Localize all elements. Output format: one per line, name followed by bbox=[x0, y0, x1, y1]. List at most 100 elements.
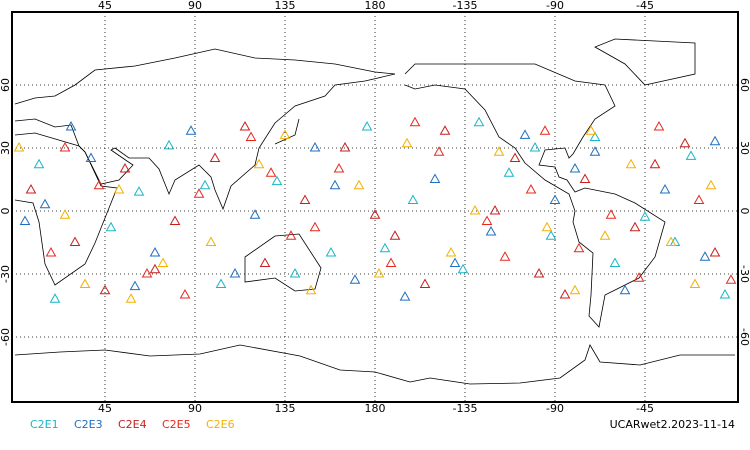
occultation-point bbox=[509, 152, 521, 162]
x-tick-label: 45 bbox=[98, 0, 112, 12]
occultation-point bbox=[133, 186, 145, 196]
occultation-point bbox=[113, 183, 125, 194]
occultation-point bbox=[25, 183, 37, 194]
occultation-point bbox=[239, 120, 251, 131]
occultation-point bbox=[525, 183, 537, 194]
occultation-point bbox=[605, 209, 617, 219]
occultation-point bbox=[589, 131, 601, 141]
occultation-point bbox=[489, 204, 501, 215]
occultation-point bbox=[503, 167, 515, 177]
occultation-point bbox=[389, 230, 401, 240]
occultation-point bbox=[573, 242, 585, 253]
occultation-point bbox=[409, 116, 421, 127]
occultation-point bbox=[99, 284, 111, 295]
occultation-point bbox=[309, 141, 321, 152]
occultation-point bbox=[209, 152, 221, 162]
y-tick-label: -30 bbox=[738, 265, 750, 283]
occultation-point bbox=[193, 188, 205, 198]
antarctica bbox=[14, 344, 735, 385]
occultation-point bbox=[649, 158, 661, 169]
x-tick-label: 180 bbox=[365, 0, 386, 12]
occultation-point bbox=[125, 293, 137, 303]
occultation-point bbox=[549, 194, 561, 204]
occultation-point bbox=[13, 141, 25, 152]
occultation-point bbox=[659, 183, 671, 194]
occultation-point bbox=[379, 242, 391, 253]
occultation-point bbox=[329, 179, 341, 190]
occultation-point bbox=[45, 246, 57, 257]
occultation-point bbox=[609, 257, 621, 267]
legend-entry: C2E1 bbox=[30, 418, 59, 431]
greenland bbox=[594, 38, 696, 86]
legend-entry: C2E6 bbox=[206, 418, 235, 431]
occultation-point bbox=[569, 162, 581, 173]
occultation-point bbox=[49, 293, 61, 303]
occultation-point bbox=[353, 179, 365, 190]
occultation-point bbox=[179, 288, 191, 299]
occultation-point bbox=[19, 215, 31, 225]
occultation-point bbox=[429, 173, 441, 183]
points bbox=[13, 116, 737, 303]
occultation-point bbox=[119, 162, 131, 173]
y-tick-label: -30 bbox=[0, 265, 12, 283]
occultation-point bbox=[245, 131, 257, 141]
y-tick-label: 30 bbox=[738, 141, 750, 155]
occultation-point bbox=[653, 120, 665, 131]
occultation-point bbox=[457, 263, 469, 274]
occultation-point bbox=[401, 137, 413, 148]
eurasia bbox=[14, 48, 396, 211]
occultation-point bbox=[407, 194, 419, 204]
occultation-point bbox=[79, 278, 91, 288]
occultation-point bbox=[85, 152, 97, 162]
occultation-point bbox=[339, 141, 351, 152]
occultation-point bbox=[633, 272, 645, 282]
x-tick-label: -135 bbox=[453, 0, 478, 12]
occultation-point bbox=[709, 246, 721, 257]
occultation-point bbox=[285, 230, 297, 240]
occultation-point bbox=[433, 146, 445, 156]
occultation-point bbox=[325, 246, 337, 257]
occultation-point bbox=[69, 236, 81, 246]
japan bbox=[274, 118, 300, 145]
y-tick-label: 60 bbox=[0, 78, 12, 92]
occultation-point bbox=[679, 137, 691, 148]
x-tick-label: 90 bbox=[188, 0, 202, 12]
occultation-point bbox=[157, 257, 169, 267]
occultation-point bbox=[305, 284, 317, 295]
occultation-point bbox=[619, 284, 631, 295]
occultation-point bbox=[449, 257, 461, 267]
occultation-point bbox=[39, 198, 51, 209]
occultation-point bbox=[519, 129, 531, 139]
occultation-point bbox=[385, 257, 397, 267]
occultation-point bbox=[569, 284, 581, 295]
occultation-point bbox=[599, 230, 611, 240]
occultation-point bbox=[725, 274, 737, 284]
occultation-point bbox=[361, 120, 373, 131]
occultation-point bbox=[163, 139, 175, 150]
occultation-point bbox=[529, 141, 541, 152]
x-tick-label: -90 bbox=[546, 402, 564, 415]
occultation-point bbox=[149, 263, 161, 274]
occultation-point bbox=[229, 267, 241, 278]
occultation-point bbox=[59, 141, 71, 152]
x-tick-label: 135 bbox=[275, 0, 296, 12]
occultation-point bbox=[373, 267, 385, 278]
occultation-point bbox=[579, 173, 591, 183]
x-tick-label: -135 bbox=[453, 402, 478, 415]
occultation-point bbox=[265, 167, 277, 177]
x-tick-label: -45 bbox=[636, 402, 654, 415]
map-frame bbox=[11, 11, 739, 403]
occultation-point bbox=[419, 278, 431, 288]
occultation-point bbox=[693, 194, 705, 204]
occultation-point bbox=[481, 215, 493, 225]
occultation-point bbox=[473, 116, 485, 127]
x-tick-label: 45 bbox=[98, 402, 112, 415]
footer: UCARwet2.2023-11-14 bbox=[610, 418, 735, 431]
occultation-point bbox=[689, 278, 701, 288]
occultation-point bbox=[665, 236, 677, 246]
occultation-point bbox=[585, 125, 597, 135]
occultation-point bbox=[205, 236, 217, 246]
y-tick-label: 0 bbox=[0, 208, 12, 215]
occultation-point bbox=[299, 194, 311, 204]
